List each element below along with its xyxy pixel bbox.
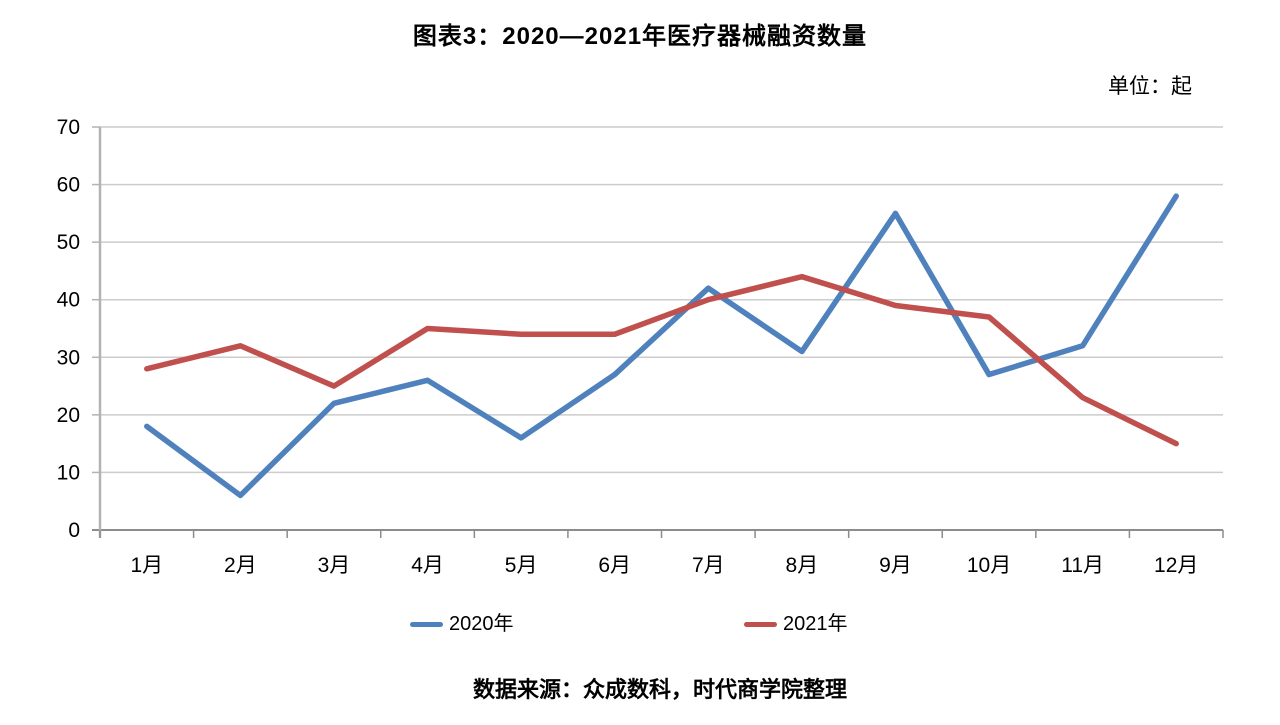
series-line-2021年 (144, 273, 1179, 447)
y-axis-tick-label: 10 (57, 461, 80, 484)
legend-marker-2021-icon (744, 621, 777, 627)
y-axis-tick-label: 20 (57, 404, 80, 427)
y-axis-tick-label: 30 (57, 346, 80, 369)
y-axis-tick-label: 70 (57, 116, 80, 139)
series-line-2020年 (144, 193, 1179, 499)
x-axis-tick-label: 5月 (505, 554, 538, 577)
source-note: 数据来源：众成数科，时代商学院整理 (472, 677, 847, 702)
x-axis-tick-label: 11月 (1061, 554, 1104, 577)
legend-label-2021: 2021年 (783, 613, 848, 635)
chart-title: 图表3：2020—2021年医疗器械融资数量 (412, 23, 868, 50)
legend-marker-2020-icon (410, 621, 443, 627)
x-axis-tick-label: 7月 (692, 554, 725, 577)
x-axis-tick-label: 6月 (598, 554, 631, 577)
x-axis-tick-label: 4月 (411, 554, 444, 577)
x-axis-tick-label: 8月 (786, 554, 819, 577)
x-axis-tick-label: 9月 (879, 554, 912, 577)
x-axis-tick-label: 12月 (1154, 554, 1198, 577)
legend-item-2020: 2020年 (410, 611, 514, 637)
y-axis-tick-label: 40 (57, 289, 80, 312)
x-axis-tick-label: 10月 (967, 554, 1011, 577)
x-axis-tick-label: 1月 (130, 554, 163, 577)
unit-label: 单位：起 (1108, 75, 1192, 98)
chart-legend: 2020年 2021年 (0, 611, 1280, 637)
line-chart-plot-area: 0 10 20 30 40 50 60 70 1月 2月 3月 4月 5月 6月 7月 8月 9月 10月 11月 1… (57, 116, 1224, 577)
x-axis-tick-label: 2月 (224, 554, 257, 577)
x-axis-tick-label: 3月 (318, 554, 351, 577)
legend-item-2021: 2021年 (744, 611, 848, 637)
y-axis-tick-label: 0 (68, 519, 80, 542)
legend-label-2020: 2020年 (449, 613, 514, 635)
y-axis-tick-label: 50 (57, 231, 80, 254)
y-axis-tick-label: 60 (57, 174, 80, 197)
